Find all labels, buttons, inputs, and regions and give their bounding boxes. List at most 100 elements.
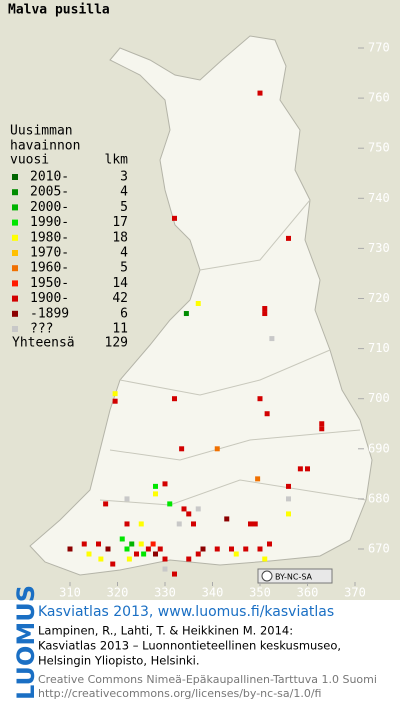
legend-label: -1899	[30, 306, 69, 321]
occurrence-square	[129, 541, 135, 547]
occurrence-square	[214, 546, 220, 552]
occurrence-square	[81, 541, 87, 547]
occurrence-square	[255, 476, 261, 482]
legend-swatch	[12, 189, 18, 196]
badge-frame	[257, 568, 333, 584]
occurrence-square	[229, 546, 234, 552]
occurrence-square	[286, 511, 291, 517]
citation-line: Helsingin Yliopisto, Helsinki.	[38, 654, 200, 668]
occurrence-square	[183, 311, 189, 317]
legend-total-label: Yhteensä	[12, 336, 75, 351]
occurrence-square	[153, 483, 158, 489]
occurrence-square	[124, 521, 130, 527]
legend-count: 11	[112, 322, 128, 337]
occurrence-square	[110, 561, 116, 567]
y-tick-label: 670	[368, 542, 390, 556]
x-tick-label: 310	[59, 586, 81, 600]
occurrence-square	[214, 446, 220, 452]
occurrence-square	[126, 556, 132, 562]
occurrence-square	[186, 511, 192, 517]
legend-count: 4	[120, 185, 128, 200]
y-tick-label: 680	[368, 491, 390, 505]
region-border	[199, 199, 311, 271]
x-tick-label: 320	[107, 586, 129, 600]
y-tick-label: 750	[368, 141, 390, 155]
occurrence-square	[124, 496, 130, 502]
occurrence-square	[162, 481, 168, 487]
occurrence-square	[153, 551, 158, 557]
y-tick-label: 770	[368, 41, 390, 55]
occurrence-square	[243, 546, 249, 552]
region-border	[99, 479, 367, 506]
occurrence-square	[138, 541, 144, 547]
legend-label: 1950-	[30, 276, 69, 291]
legend-label: 2000-	[30, 200, 69, 215]
y-tick-label: 690	[368, 441, 390, 455]
license-line: Creative Commons Nimeä-Epäkaupallinen-Ta…	[38, 673, 377, 686]
legend-swatch	[12, 310, 18, 317]
region-border	[119, 349, 331, 396]
legend-label: 1980-	[30, 230, 69, 245]
y-tick-label: 740	[368, 191, 390, 205]
occurrence-square	[233, 551, 239, 557]
legend-count: 42	[112, 291, 128, 306]
x-tick-label: 370	[344, 586, 366, 600]
occurrence-square	[319, 421, 325, 427]
species-title: Malva pusilla	[8, 3, 110, 18]
legend-label: ???	[30, 322, 53, 337]
occurrence-square	[248, 521, 253, 527]
legend-label: 2005-	[30, 185, 69, 200]
occurrence-square	[264, 411, 270, 417]
legend-count: 4	[120, 246, 128, 261]
occurrence-square	[105, 546, 111, 552]
legend-count: 5	[120, 200, 128, 215]
legend-count-header: lkm	[105, 153, 129, 168]
legend-label: 2010-	[30, 170, 69, 185]
legend-label: 1900-	[30, 291, 69, 306]
legend-swatch	[12, 174, 18, 180]
occurrence-square	[103, 501, 109, 507]
occurrence-square	[157, 546, 163, 552]
legend-swatch	[12, 326, 18, 332]
occurrence-square	[319, 426, 325, 432]
legend-swatch	[12, 204, 18, 211]
occurrence-square	[138, 521, 144, 527]
occurrence-square	[257, 90, 263, 96]
occurrence-square	[191, 521, 196, 527]
occurrence-square	[181, 506, 187, 512]
occurrence-square	[119, 536, 125, 542]
legend-swatch	[12, 280, 18, 287]
occurrence-square	[262, 306, 268, 312]
country-outline	[29, 35, 373, 576]
y-tick-label: 760	[368, 91, 390, 105]
legend-label: 1990-	[30, 215, 69, 230]
occurrence-square	[257, 546, 263, 552]
y-tick-label: 700	[368, 391, 390, 405]
occurrence-square	[257, 396, 263, 402]
occurrence-square	[262, 556, 268, 562]
footer-headline: Kasviatlas 2013, www.luomus.fi/kasviatla…	[38, 604, 334, 620]
legend-swatch	[12, 265, 18, 272]
occurrence-square	[172, 396, 177, 402]
occurrence-square	[172, 215, 177, 221]
y-tick-label: 720	[368, 291, 390, 305]
legend-count: 6	[120, 306, 128, 321]
occurrence-square	[145, 546, 151, 552]
occurrence-square	[286, 496, 291, 502]
legend-count: 3	[120, 170, 128, 185]
occurrence-square	[167, 501, 173, 507]
occurrence-square	[195, 301, 201, 307]
x-tick-label: 360	[297, 586, 319, 600]
occurrence-square	[262, 311, 268, 317]
badge-text: BY-NC-SA	[275, 573, 313, 582]
legend-label: 1970-	[30, 246, 69, 261]
occurrence-square	[150, 541, 156, 547]
occurrence-square	[86, 551, 92, 557]
occurrence-square	[141, 551, 147, 557]
y-tick-label: 710	[368, 341, 390, 355]
legend-heading: Uusimman	[10, 124, 73, 139]
license-badge: BY-NC-SA	[257, 568, 333, 584]
occurrence-square	[195, 551, 201, 557]
